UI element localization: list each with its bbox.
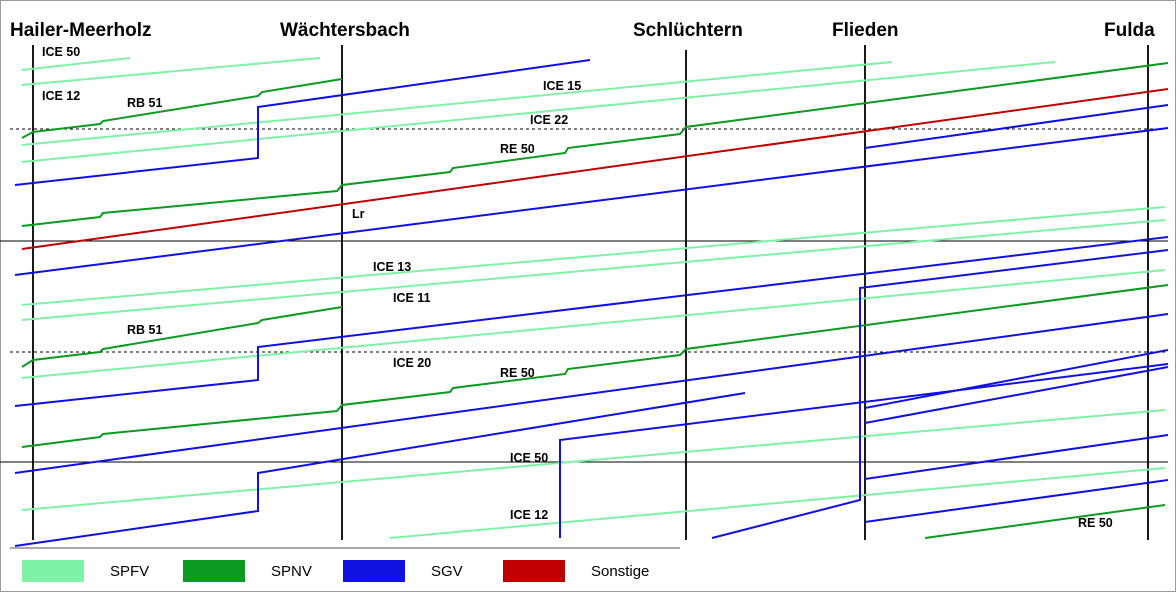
train-label: RE 50 — [1078, 516, 1113, 530]
train-path-lr — [21, 88, 1169, 250]
spfv-paths — [21, 57, 1166, 539]
train-path-sgv — [14, 392, 746, 547]
train-label: ICE 50 — [42, 45, 80, 59]
train-path-re-50 — [924, 504, 1166, 539]
train-label: ICE 13 — [373, 260, 411, 274]
legend-label: Sonstige — [591, 563, 649, 580]
legend-swatch-spnv — [183, 560, 245, 582]
legend-label: SPNV — [271, 563, 312, 580]
station-labels: Hailer-Meerholz Wächtersbach Schlüchtern… — [10, 20, 1155, 41]
train-path-sgv — [864, 104, 1169, 149]
train-label: RE 50 — [500, 366, 535, 380]
train-label: ICE 12 — [510, 508, 548, 522]
train-label: RB 51 — [127, 96, 162, 110]
train-path-ice-15 — [21, 61, 1056, 163]
train-label: RB 51 — [127, 323, 162, 337]
train-path-re-50 — [21, 284, 1169, 448]
train-path-sgv — [14, 127, 1169, 276]
sgv-paths — [14, 59, 1169, 547]
legend-swatch-spfv — [22, 560, 84, 582]
train-label: RE 50 — [500, 142, 535, 156]
legend-swatch-sonstige — [503, 560, 565, 582]
train-label: ICE 11 — [393, 291, 431, 305]
train-path-spfv — [21, 57, 321, 86]
train-label: ICE 20 — [393, 356, 431, 370]
sonstige-paths — [21, 88, 1169, 250]
station-label: Schlüchtern — [633, 20, 743, 41]
train-path-sgv — [864, 479, 1169, 523]
train-path-ice-11 — [21, 219, 1166, 321]
train-labels: ICE 50 ICE 12 RB 51 ICE 15 ICE 22 RE 50 … — [42, 45, 1113, 530]
station-label: Hailer-Meerholz — [10, 20, 151, 41]
train-path-sgv — [14, 313, 1169, 474]
train-label: Lr — [352, 207, 365, 221]
train-path-ice-20 — [21, 269, 1166, 379]
train-path-sgv — [14, 59, 591, 186]
train-path-sgv — [864, 366, 1169, 424]
train-path-ice-12 — [389, 467, 1166, 539]
train-path-re-50 — [21, 62, 1169, 227]
train-path-rb-51 — [21, 78, 343, 139]
train-path-sgv — [711, 249, 1169, 539]
train-label: ICE 15 — [543, 79, 581, 93]
train-label: ICE 50 — [510, 451, 548, 465]
train-path-ice-50 — [21, 57, 131, 71]
train-label: ICE 22 — [530, 113, 568, 127]
train-path-sgv — [14, 236, 1169, 407]
train-path-ice-13 — [21, 206, 1166, 306]
legend-label: SPFV — [110, 563, 149, 580]
train-path-sgv — [864, 349, 1169, 409]
train-label: ICE 12 — [42, 89, 80, 103]
train-path-rb-51 — [21, 306, 343, 368]
spnv-paths — [21, 62, 1169, 539]
legend: SPFV SPNV SGV Sonstige — [10, 547, 680, 582]
train-path-ice-22 — [21, 61, 893, 146]
station-label: Wächtersbach — [280, 20, 410, 41]
station-label: Flieden — [832, 20, 899, 41]
legend-label: SGV — [431, 563, 463, 580]
time-grid — [0, 128, 1168, 463]
train-path-ice-50 — [21, 409, 1166, 511]
station-label: Fulda — [1104, 20, 1155, 41]
train-path-sgv — [864, 434, 1169, 480]
legend-swatch-sgv — [343, 560, 405, 582]
